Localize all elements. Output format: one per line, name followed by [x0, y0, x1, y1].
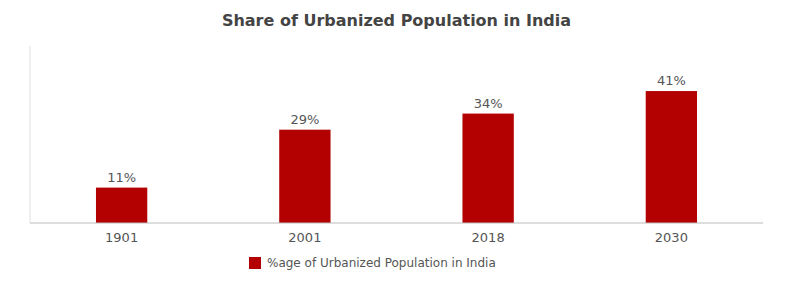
chart: Share of Urbanized Population in India 11… — [0, 0, 793, 285]
legend-swatch — [249, 257, 261, 269]
data-label: 41% — [657, 73, 686, 88]
bars — [96, 91, 697, 223]
data-label: 29% — [290, 112, 319, 127]
x-axis — [30, 223, 763, 224]
x-tick-label: 1901 — [105, 230, 138, 245]
x-tick-label: 2018 — [472, 230, 505, 245]
bar — [646, 91, 697, 223]
y-axis-line — [30, 46, 31, 223]
chart-container: Share of Urbanized Population in India 11… — [0, 0, 793, 285]
bar — [96, 188, 147, 223]
x-tick-label: 2030 — [655, 230, 688, 245]
legend-label: %age of Urbanized Population in India — [267, 256, 496, 270]
bar — [279, 130, 330, 223]
title: Share of Urbanized Population in India — [222, 11, 571, 30]
bar — [462, 114, 513, 223]
legend: %age of Urbanized Population in India — [249, 256, 496, 270]
data-labels: 11% 29% 34% 41% — [107, 73, 686, 185]
x-tick-label: 2001 — [288, 230, 321, 245]
data-label: 34% — [474, 96, 503, 111]
data-label: 11% — [107, 170, 136, 185]
